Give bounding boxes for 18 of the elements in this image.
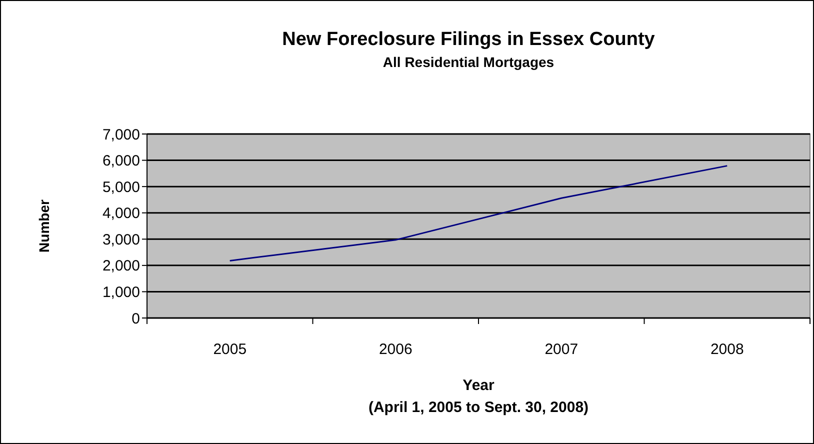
y-tick-label: 1,000 xyxy=(102,284,140,301)
y-tick-label: 4,000 xyxy=(102,205,140,222)
chart-title: New Foreclosure Filings in Essex County xyxy=(282,29,656,50)
line-series xyxy=(229,165,728,262)
y-axis-title: Number xyxy=(36,199,52,252)
y-tick-label: 5,000 xyxy=(102,178,140,196)
y-tick-label: 0 xyxy=(132,310,140,328)
x-tick-label: 2006 xyxy=(378,341,412,358)
x-tick-label: 2008 xyxy=(710,341,744,358)
x-axis-title: Year xyxy=(462,377,495,394)
y-tick-label: 7,000 xyxy=(102,126,140,144)
y-tick-label: 2,000 xyxy=(102,258,140,275)
y-tick-label: 3,000 xyxy=(102,231,140,248)
x-tick-label: 2005 xyxy=(213,341,247,358)
x-tick-label: 2007 xyxy=(544,341,578,358)
chart-subtitle: All Residential Mortgages xyxy=(382,54,554,70)
y-tick-label: 6,000 xyxy=(102,152,140,170)
text: (April 1, 2005 to Sept. 30, 2008) xyxy=(368,399,589,416)
